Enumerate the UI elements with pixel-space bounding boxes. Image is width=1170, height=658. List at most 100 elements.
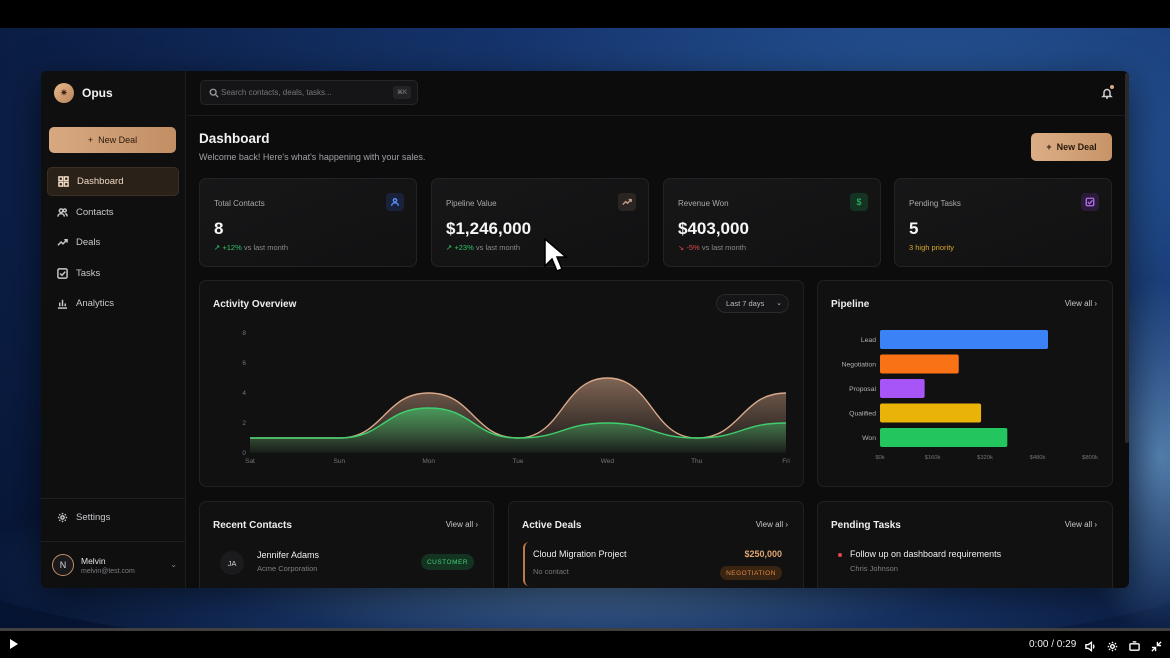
sidebar-item-analytics[interactable]: Analytics xyxy=(47,289,179,318)
check-square-icon xyxy=(57,267,68,279)
notifications-button[interactable] xyxy=(1101,85,1114,104)
tasks-view-all-link[interactable]: View all › xyxy=(1064,520,1097,529)
area-series-2 xyxy=(250,408,786,453)
dollar-icon: $ xyxy=(850,193,868,211)
stat-label: Revenue Won xyxy=(678,199,729,208)
pipeline-view-all-link[interactable]: View all › xyxy=(1064,299,1097,308)
sidebar-item-deals[interactable]: Deals xyxy=(47,228,179,257)
plus-icon: + xyxy=(87,135,94,145)
sidebar-item-label: Dashboard xyxy=(77,176,124,187)
x-tick-label: $0k xyxy=(875,455,884,461)
x-tick-label: Fri xyxy=(782,458,790,465)
users-icon xyxy=(386,193,404,211)
users-icon xyxy=(57,207,68,217)
pending-tasks-title: Pending Tasks xyxy=(831,520,901,531)
stat-card-total-contacts[interactable]: Total Contacts 8 ↗ +12% vs last month xyxy=(199,178,417,267)
bar-lead xyxy=(880,330,1048,349)
x-tick-label: Tue xyxy=(513,458,524,465)
y-tick-label: 0 xyxy=(242,450,246,457)
sidebar-item-settings[interactable]: Settings xyxy=(57,512,110,523)
activity-chart: 0 2 4 6 8 Sat Sun Mon Tue Wed Thu Fri xyxy=(242,330,790,465)
contact-company: Acme Corporation xyxy=(257,564,318,573)
sidebar-item-contacts[interactable]: Contacts xyxy=(47,198,179,227)
stat-card-pipeline-value[interactable]: Pipeline Value $1,246,000 ↗ +23% vs last… xyxy=(431,178,649,267)
stat-delta: ↗ +23% vs last month xyxy=(446,243,521,252)
bar-chart-icon xyxy=(57,299,68,309)
range-value: Last 7 days xyxy=(726,299,765,308)
stat-delta: ↘ -5% vs last month xyxy=(678,243,746,252)
x-tick-label: $800k xyxy=(1082,455,1098,461)
avatar: N xyxy=(52,554,74,576)
task-title: Follow up on dashboard requirements xyxy=(850,549,1002,559)
stat-label: Total Contacts xyxy=(214,199,265,208)
topbar: ⌘K xyxy=(187,71,1129,116)
sidebar-new-deal-button[interactable]: + New Deal xyxy=(49,127,176,153)
check-square-icon xyxy=(1081,193,1099,211)
chevron-down-icon: ⌄ xyxy=(170,560,177,569)
user-email: melvin@test.com xyxy=(81,567,135,575)
x-tick-label: $320k xyxy=(977,455,993,461)
sidebar-item-label: Tasks xyxy=(76,267,101,279)
stat-value: $1,246,000 xyxy=(446,219,532,238)
page-subtitle: Welcome back! Here's what's happening wi… xyxy=(199,152,426,162)
settings-button[interactable] xyxy=(1107,639,1118,657)
brand-logo-icon: ✷ xyxy=(54,83,74,103)
volume-button[interactable] xyxy=(1085,639,1096,657)
deal-contact: No contact xyxy=(533,567,569,576)
page-title: Dashboard xyxy=(199,131,270,146)
search-icon xyxy=(209,88,219,98)
range-select[interactable]: Last 7 days ⌄ xyxy=(716,294,789,313)
deal-row[interactable]: Cloud Migration Project No contact $250,… xyxy=(523,542,786,586)
stat-value: $403,000 xyxy=(678,219,749,238)
gear-icon xyxy=(1107,641,1118,652)
play-icon[interactable] xyxy=(9,639,19,649)
search-input[interactable] xyxy=(221,88,391,97)
theater-button[interactable] xyxy=(1129,639,1140,657)
sidebar-item-tasks[interactable]: Tasks xyxy=(47,259,179,288)
sidebar-item-dashboard[interactable]: Dashboard xyxy=(47,167,179,196)
active-deals-title: Active Deals xyxy=(522,520,582,531)
video-progress-bar[interactable] xyxy=(0,628,1170,631)
deals-view-all-link[interactable]: View all › xyxy=(755,520,788,529)
contact-row[interactable]: JA Jennifer Adams Acme Corporation CUSTO… xyxy=(220,549,475,577)
search-box[interactable]: ⌘K xyxy=(200,80,418,105)
recent-contacts-title: Recent Contacts xyxy=(213,520,292,531)
x-tick-label: Wed xyxy=(601,458,615,465)
shortcut-hint: ⌘K xyxy=(392,86,411,99)
chevron-down-icon: ⌄ xyxy=(776,300,782,307)
line-series-2 xyxy=(250,407,787,439)
sidebar-new-deal-label: New Deal xyxy=(98,135,138,145)
sidebar-divider xyxy=(41,541,186,542)
x-tick-label: Sun xyxy=(334,458,346,465)
bar-category-label: Lead xyxy=(861,337,876,344)
new-deal-button[interactable]: + New Deal xyxy=(1031,133,1112,161)
exit-fullscreen-icon xyxy=(1151,641,1162,652)
stat-card-revenue-won[interactable]: Revenue Won $403,000 ↘ -5% vs last month… xyxy=(663,178,881,267)
stat-value: 5 xyxy=(909,219,919,238)
pending-tasks-card: Pending Tasks View all › Follow up on da… xyxy=(817,501,1113,588)
contacts-view-all-link[interactable]: View all › xyxy=(445,520,478,529)
brand-name: Opus xyxy=(82,86,113,100)
line-series-1 xyxy=(250,377,787,439)
stage-badge: NEGOTIATION xyxy=(720,566,782,580)
user-menu[interactable]: N Melvin melvin@test.com ⌄ xyxy=(52,554,177,576)
contact-name: Jennifer Adams xyxy=(257,550,320,560)
deal-value: $250,000 xyxy=(744,549,782,559)
brand[interactable]: ✷ Opus xyxy=(54,83,113,103)
new-deal-label: New Deal xyxy=(1056,142,1097,152)
gear-icon xyxy=(57,512,68,523)
mouse-cursor-icon xyxy=(544,238,568,272)
x-tick-label: Mon xyxy=(422,458,435,465)
stat-card-pending-tasks[interactable]: Pending Tasks 5 3 high priority xyxy=(894,178,1112,267)
crm-app-window: ✷ Opus + New Deal Dashboard Contacts Dea xyxy=(41,71,1129,588)
exit-fullscreen-button[interactable] xyxy=(1151,639,1162,657)
deal-name: Cloud Migration Project xyxy=(533,549,627,559)
scrollbar[interactable] xyxy=(1125,73,1129,443)
stat-label: Pipeline Value xyxy=(446,199,497,208)
pipeline-card: Pipeline View all › Lead Negotiation Propo… xyxy=(817,280,1113,487)
sidebar-item-label: Analytics xyxy=(76,298,115,309)
y-tick-label: 2 xyxy=(242,420,246,427)
bar-category-label: Proposal xyxy=(849,386,876,393)
activity-title: Activity Overview xyxy=(213,299,297,310)
